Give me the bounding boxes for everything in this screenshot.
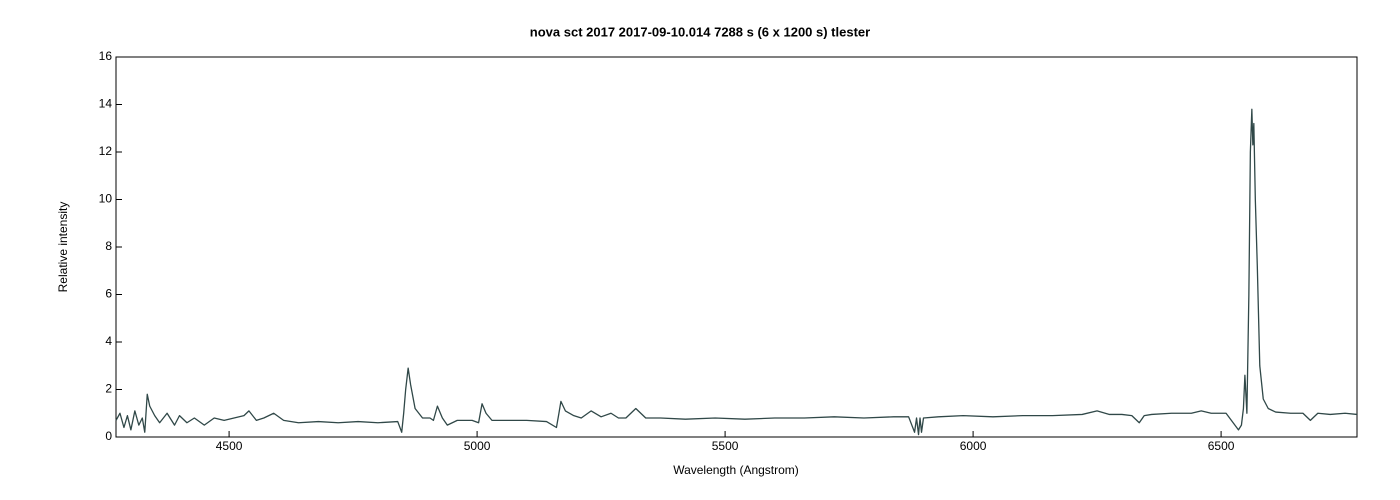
x-tick-label: 6000 [960, 439, 987, 453]
x-tick-label: 5000 [464, 439, 491, 453]
x-tick-label: 4500 [216, 439, 243, 453]
y-tick-label: 16 [99, 49, 113, 63]
y-axis-label: Relative intensity [56, 202, 70, 293]
plot-frame [115, 56, 1358, 438]
x-tick-label: 6500 [1208, 439, 1235, 453]
y-tick-label: 8 [105, 239, 112, 253]
chart-title: nova sct 2017 2017-09-10.014 7288 s (6 x… [530, 24, 870, 39]
x-tick-label: 5500 [712, 439, 739, 453]
y-tick-label: 4 [105, 334, 112, 348]
y-tick-label: 0 [105, 429, 112, 443]
y-tick-label: 12 [99, 144, 113, 158]
y-tick-label: 14 [99, 97, 113, 111]
spectrum-line [115, 108, 1358, 436]
y-tick-label: 10 [99, 192, 113, 206]
y-tick-label: 2 [105, 382, 112, 396]
y-tick-label: 6 [105, 287, 112, 301]
x-axis-label: Wavelength (Angstrom) [673, 463, 799, 477]
